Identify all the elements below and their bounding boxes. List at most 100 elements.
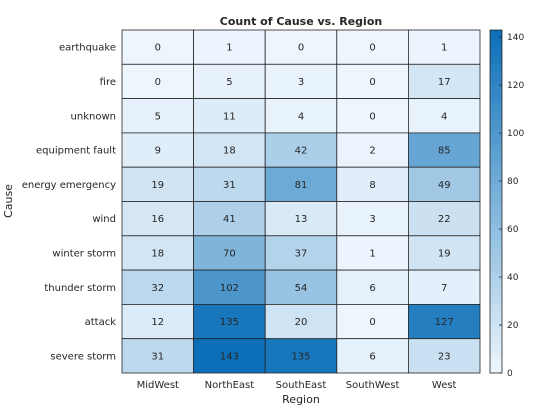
heatmap-cell (407, 132, 481, 168)
cell-value-label: 32 (151, 283, 164, 294)
heatmap-cell (407, 269, 481, 305)
cell-value-label: 0 (369, 77, 375, 88)
heatmap-cell (336, 132, 409, 168)
heatmap-cell (264, 29, 338, 65)
heatmap-cell (264, 132, 338, 168)
heatmap-cell (121, 269, 194, 305)
cell-value-label: 7 (441, 283, 447, 294)
heatmap-cell (193, 201, 266, 237)
cell-value-label: 0 (369, 43, 375, 54)
y-tick-label: energy emergency (22, 180, 116, 191)
heatmap-cell (121, 29, 194, 65)
cell-value-label: 9 (155, 146, 161, 157)
colorbar-tick-label: 140 (507, 33, 524, 43)
cell-value-label: 135 (291, 351, 310, 362)
y-tick-label: equipment fault (36, 146, 116, 157)
cell-value-label: 0 (369, 111, 375, 122)
cell-value-label: 16 (151, 214, 164, 225)
y-tick-label: unknown (71, 111, 116, 122)
y-tick-labels: earthquake fire unknown equipment fault ener… (22, 43, 116, 363)
cell-value-label: 49 (438, 180, 451, 191)
cell-value-label: 20 (295, 317, 308, 328)
cell-value-label: 0 (155, 77, 161, 88)
cell-value-label: 143 (220, 351, 239, 362)
heatmap-cell (407, 201, 481, 237)
x-tick-label: West (432, 380, 457, 391)
cell-value-label: 19 (438, 248, 451, 259)
heatmap-cell (193, 338, 266, 374)
cell-value-label: 0 (298, 43, 304, 54)
cell-value-label: 13 (295, 214, 308, 225)
heatmap-cell (264, 201, 338, 237)
heatmap-cell (264, 63, 338, 100)
x-tick-label: SouthWest (346, 380, 400, 391)
cell-value-label: 11 (223, 111, 236, 122)
cell-value-label: 18 (151, 248, 164, 259)
colorbar-gradient (489, 29, 503, 374)
x-tick-label: SouthEast (276, 380, 327, 391)
cell-value-label: 135 (220, 317, 239, 328)
cell-value-label: 12 (151, 317, 164, 328)
x-tick-label: MidWest (137, 380, 179, 391)
y-tick-label: winter storm (52, 248, 116, 259)
heatmap-cell (264, 166, 338, 202)
heatmap-cell (264, 303, 338, 340)
colorbar-tick-label: 80 (507, 177, 519, 187)
cell-value-label: 31 (223, 180, 236, 191)
cell-value-label: 8 (369, 180, 375, 191)
heatmap-cell (193, 29, 266, 65)
heatmap-cell (193, 303, 266, 340)
cell-value-label: 0 (369, 317, 375, 328)
heatmap-cell (336, 269, 409, 305)
cell-value-label: 85 (438, 146, 451, 157)
cell-value-label: 22 (438, 214, 451, 225)
cell-value-label: 6 (369, 351, 375, 362)
cell-value-label: 23 (438, 351, 451, 362)
heatmap-cell (407, 63, 481, 100)
cell-value-label: 81 (295, 180, 308, 191)
cell-value-label: 3 (298, 77, 304, 88)
colorbar-tick-label: 60 (507, 225, 519, 235)
heatmap-cell (193, 132, 266, 168)
cell-value-label: 5 (226, 77, 232, 88)
x-axis-label: Region (282, 393, 320, 406)
cell-value-label: 0 (155, 43, 161, 54)
y-axis-label: Cause (2, 184, 15, 218)
heatmap-cell (121, 63, 194, 100)
cell-value-label: 70 (223, 248, 236, 259)
heatmap-cell (264, 338, 338, 374)
heatmap-cell (336, 201, 409, 237)
cell-value-label: 5 (155, 111, 161, 122)
colorbar: 0 20 40 60 80 100 120 140 (489, 29, 524, 379)
heatmap-cell (193, 269, 266, 305)
cell-value-label: 41 (223, 214, 236, 225)
heatmap-cell (121, 235, 194, 271)
cell-value-label: 4 (298, 111, 304, 122)
colorbar-tick-label: 40 (507, 273, 519, 283)
heatmap-cell (121, 132, 194, 168)
x-tick-labels: MidWest NorthEast SouthEast SouthWest West (137, 380, 457, 391)
heatmap-cell (407, 338, 481, 374)
cell-value-label: 6 (369, 283, 375, 294)
cell-value-label: 102 (220, 283, 239, 294)
heatmap-cell (407, 166, 481, 202)
heatmap-cell (336, 98, 409, 134)
cell-value-label: 1 (441, 43, 447, 54)
cell-value-label: 54 (295, 283, 308, 294)
cell-value-label: 4 (441, 111, 447, 122)
heatmap-cell (121, 166, 194, 202)
heatmap-cell (407, 303, 481, 340)
cell-value-label: 42 (295, 146, 308, 157)
cell-value-label: 18 (223, 146, 236, 157)
y-tick-label: earthquake (59, 43, 116, 54)
y-tick-label: fire (100, 77, 116, 88)
heatmap-cell (336, 338, 409, 374)
colorbar-tick-label: 20 (507, 321, 519, 331)
cell-value-label: 2 (369, 146, 375, 157)
cell-value-label: 31 (151, 351, 164, 362)
cell-value-label: 17 (438, 77, 451, 88)
chart-title: Count of Cause vs. Region (220, 15, 382, 28)
cell-value-label: 1 (369, 248, 375, 259)
